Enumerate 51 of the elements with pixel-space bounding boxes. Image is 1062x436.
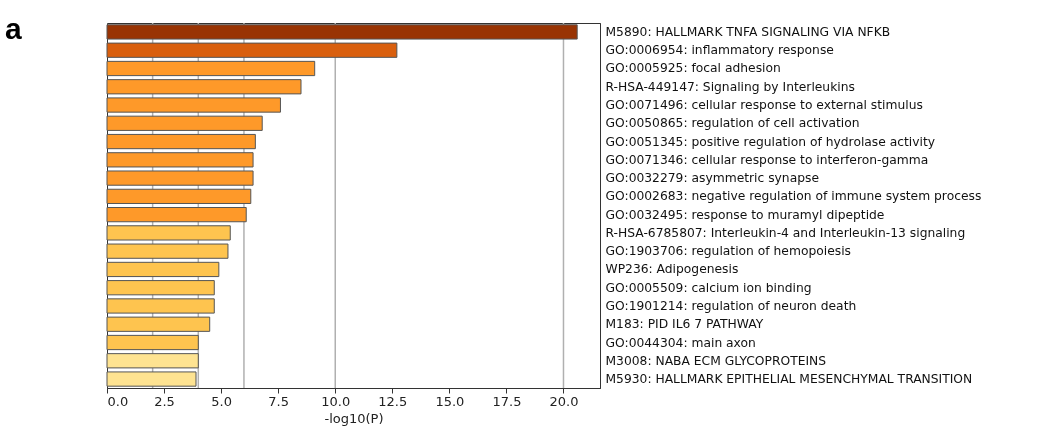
y-tick-label: GO:0071496: cellular response to external stimulus: [605, 98, 923, 113]
bar: [106, 316, 211, 332]
y-tick-label: GO:1903706: regulation of hemopoiesis: [605, 244, 851, 259]
bar: [106, 170, 254, 186]
y-tick-label: M5930: HALLMARK EPITHELIAL MESENCHYMAL TRANSITION: [605, 372, 973, 387]
bar: [106, 42, 398, 58]
bar: [106, 371, 197, 387]
x-tick-label: 2.5: [154, 393, 175, 409]
x-tick-label: 5.0: [211, 393, 232, 409]
y-tick-label: R-HSA-6785807: Interleukin-4 and Interleukin-13 signaling: [605, 225, 966, 240]
bar: [106, 298, 215, 314]
y-tick-label: GO:0050865: regulation of cell activation: [605, 116, 860, 131]
x-tick-label: 10.0: [321, 393, 351, 409]
bar: [106, 207, 247, 223]
bar: [106, 334, 199, 351]
x-tick-label: 17.5: [492, 393, 522, 409]
bar: [106, 280, 215, 296]
y-tick-label: WP236: Adipogenesis: [605, 262, 739, 277]
y-tick-label: GO:0032279: asymmetric synapse: [605, 171, 819, 186]
y-tick-label: GO:0002683: negative regulation of immune system process: [605, 189, 982, 204]
bar: [106, 243, 229, 259]
bar: [106, 225, 231, 241]
y-tick-label: GO:0044304: main axon: [605, 335, 756, 350]
bar: [106, 152, 254, 168]
y-tick-label: M5890: HALLMARK TNFA SIGNALING VIA NFKB: [605, 24, 891, 39]
y-tick-label: GO:0005509: calcium ion binding: [605, 280, 812, 295]
y-tick-label: GO:0051345: positive regulation of hydrolase activity: [605, 134, 936, 149]
y-tick-label: M183: PID IL6 7 PATHWAY: [605, 317, 764, 332]
y-tick-label: GO:0032495: response to muramyl dipeptide: [605, 207, 885, 222]
y-tick-label: GO:1901214: regulation of neuron death: [605, 298, 857, 313]
y-tick-label: GO:0006954: inflammatory response: [605, 43, 834, 58]
bar: [106, 133, 256, 150]
bar: [106, 188, 252, 204]
bar: [106, 60, 316, 77]
y-tick-label: GO:0005925: focal adhesion: [605, 61, 781, 76]
bar: [106, 115, 263, 131]
bar: [106, 261, 220, 278]
bar: [106, 97, 281, 113]
y-tick-label: M3008: NABA ECM GLYCOPROTEINS: [605, 353, 827, 368]
x-tick-label: 15.0: [435, 393, 465, 409]
y-tick-label: GO:0071346: cellular response to interferon-gamma: [605, 152, 929, 167]
x-tick-label: 7.5: [268, 393, 290, 409]
bar: [106, 79, 302, 95]
bar: [106, 24, 578, 40]
x-axis-title: -log10(P): [324, 410, 384, 426]
y-tick-label: R-HSA-449147: Signaling by Interleukins: [605, 79, 855, 94]
text: a: [5, 12, 22, 45]
bar: [106, 353, 199, 369]
x-tick-label: 0.0: [107, 393, 129, 409]
x-tick-label: 20.0: [549, 393, 579, 409]
x-tick-label: 12.5: [378, 393, 408, 409]
